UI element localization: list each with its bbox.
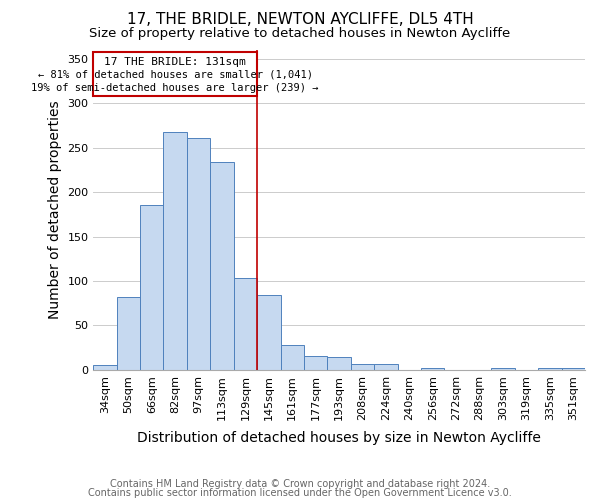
Bar bbox=[140, 204, 163, 370]
Bar bbox=[211, 162, 234, 370]
Bar bbox=[421, 368, 445, 370]
Y-axis label: Number of detached properties: Number of detached properties bbox=[48, 100, 62, 320]
Text: 17 THE BRIDLE: 131sqm: 17 THE BRIDLE: 131sqm bbox=[104, 56, 246, 66]
Text: Size of property relative to detached houses in Newton Aycliffe: Size of property relative to detached ho… bbox=[89, 28, 511, 40]
Bar bbox=[187, 138, 211, 370]
Text: 19% of semi-detached houses are larger (239) →: 19% of semi-detached houses are larger (… bbox=[31, 83, 319, 93]
Bar bbox=[351, 364, 374, 370]
Bar bbox=[163, 132, 187, 370]
Bar bbox=[116, 297, 140, 370]
FancyBboxPatch shape bbox=[93, 52, 257, 96]
Bar bbox=[328, 358, 351, 370]
Bar bbox=[257, 296, 281, 370]
Bar bbox=[304, 356, 328, 370]
Bar bbox=[374, 364, 398, 370]
Bar bbox=[562, 368, 585, 370]
Bar bbox=[491, 368, 515, 370]
X-axis label: Distribution of detached houses by size in Newton Aycliffe: Distribution of detached houses by size … bbox=[137, 431, 541, 445]
Bar bbox=[281, 345, 304, 370]
Text: Contains public sector information licensed under the Open Government Licence v3: Contains public sector information licen… bbox=[88, 488, 512, 498]
Text: Contains HM Land Registry data © Crown copyright and database right 2024.: Contains HM Land Registry data © Crown c… bbox=[110, 479, 490, 489]
Bar bbox=[538, 368, 562, 370]
Bar bbox=[93, 366, 116, 370]
Text: 17, THE BRIDLE, NEWTON AYCLIFFE, DL5 4TH: 17, THE BRIDLE, NEWTON AYCLIFFE, DL5 4TH bbox=[127, 12, 473, 26]
Text: ← 81% of detached houses are smaller (1,041): ← 81% of detached houses are smaller (1,… bbox=[38, 70, 313, 80]
Bar bbox=[234, 278, 257, 370]
